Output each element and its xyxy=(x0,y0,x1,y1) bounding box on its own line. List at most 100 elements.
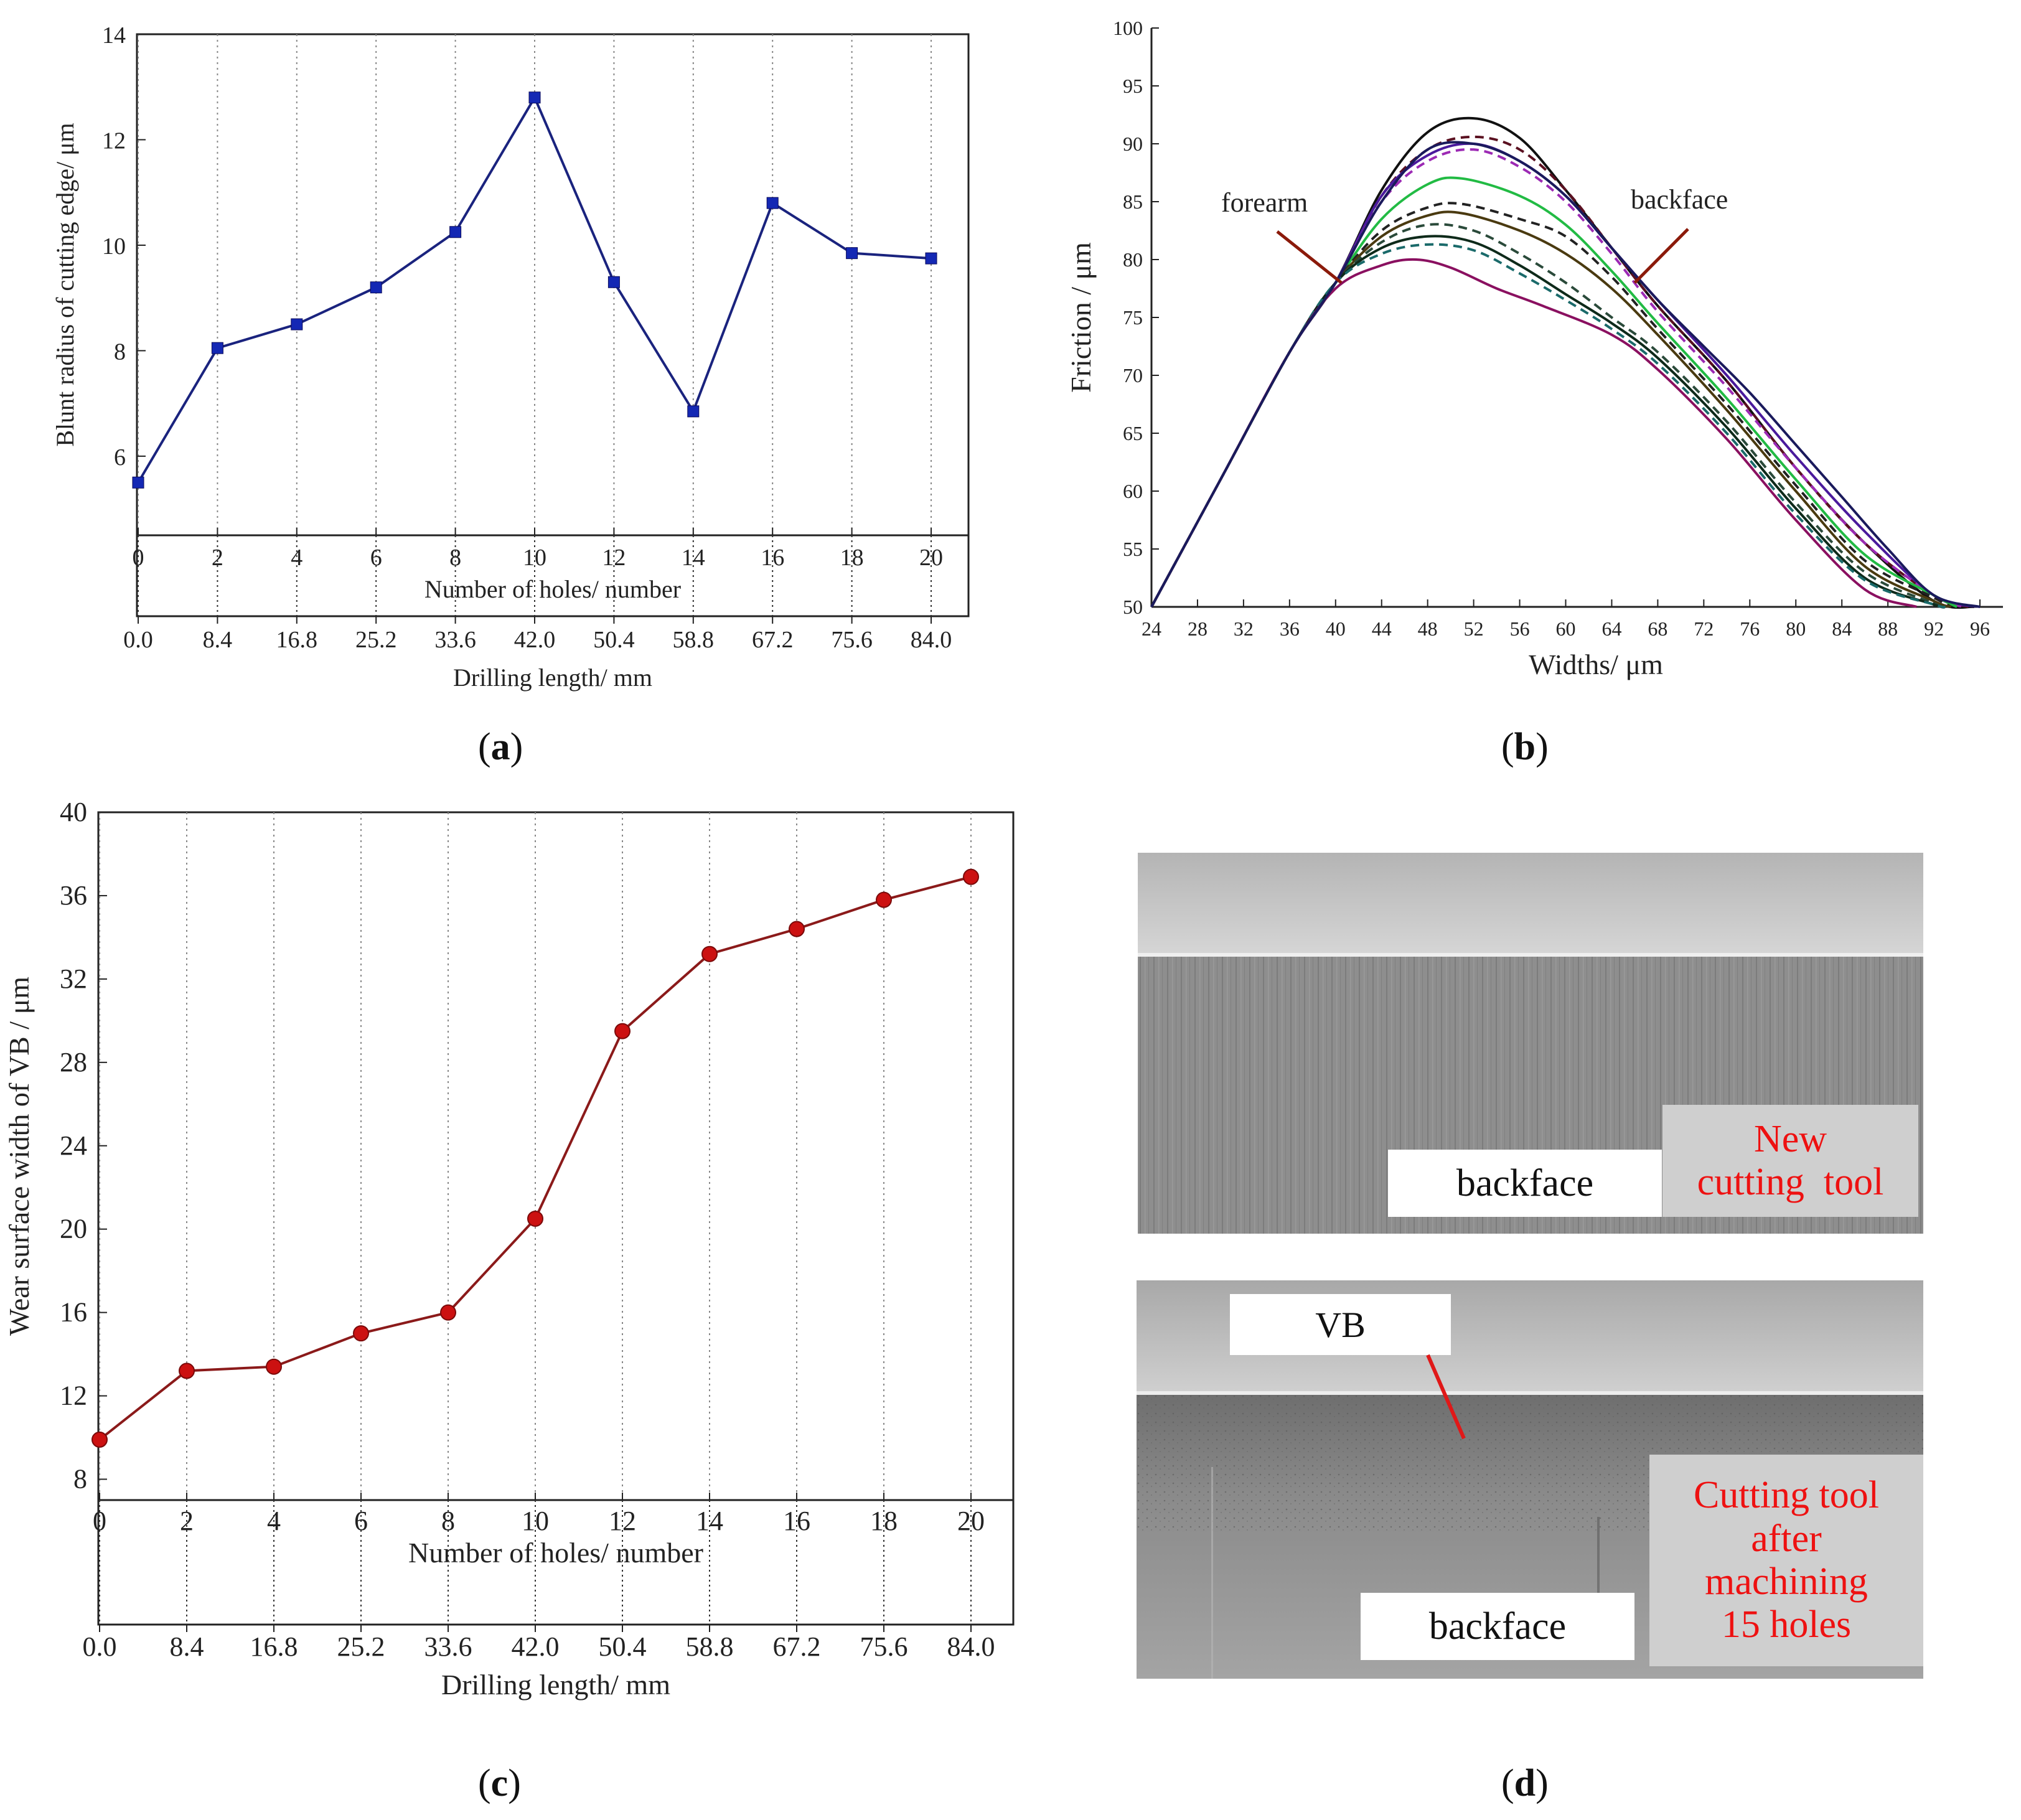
chart-c-ylabel: Wear surface width of VB / μm xyxy=(3,977,35,1336)
chart-c-point-1 xyxy=(179,1363,195,1379)
backface-label-top: backface xyxy=(1388,1150,1662,1217)
panel-letter-c: c xyxy=(490,1762,509,1804)
chart-c-xtick-label-7: 14 xyxy=(696,1506,723,1536)
chart-a-point-4 xyxy=(449,226,462,238)
new-tool-tag-line-2: cutting tool xyxy=(1697,1161,1884,1203)
chart-b-ytick-label-4: 70 xyxy=(1123,364,1143,387)
chart-c-x2tick-label-10: 84.0 xyxy=(947,1631,995,1662)
chart-b-xtick-label-9: 60 xyxy=(1556,617,1576,640)
panel-letter-d: d xyxy=(1514,1762,1536,1804)
chart-c-ytick-label-4: 24 xyxy=(60,1130,87,1161)
chart-c-xtick-label-8: 16 xyxy=(783,1506,810,1536)
chart-b-xtick-label-17: 92 xyxy=(1924,617,1944,640)
chart-c-point-3 xyxy=(353,1325,369,1342)
chart-c-ytick-label-2: 16 xyxy=(60,1297,87,1328)
chart-b-ytick-label-0: 50 xyxy=(1123,596,1143,618)
chart-a-ytick-label-1: 8 xyxy=(114,339,126,365)
chart-b-arrow-backface xyxy=(1633,228,1689,284)
chart-b-ytick-label-2: 60 xyxy=(1123,480,1143,502)
chart-c-ytick-label-5: 28 xyxy=(60,1047,87,1077)
chart-b-series-12 xyxy=(1150,141,1981,608)
chart-a-xtick-label-9: 18 xyxy=(840,545,864,571)
chart-b-ytick-label-9: 95 xyxy=(1123,75,1143,97)
chart-b-ytick-label-7: 85 xyxy=(1123,190,1143,213)
chart-a-point-5 xyxy=(528,91,541,104)
chart-b-xtick-label-15: 84 xyxy=(1832,617,1852,640)
chart-a-point-10 xyxy=(925,252,937,265)
panel-label-a: (a) xyxy=(478,726,523,768)
panel-letter-a: a xyxy=(490,726,510,768)
chart-c-point-6 xyxy=(614,1023,631,1039)
chart-b-series-8 xyxy=(1150,223,1946,609)
chart-a-xtick-label-6: 12 xyxy=(602,545,626,571)
chart-a-x2tick-label-7: 58.8 xyxy=(673,627,715,653)
chart-a-xtick-label-8: 16 xyxy=(761,545,784,571)
chart-b-series-5 xyxy=(1150,176,1958,608)
worn-tool-tag-line-4: 15 holes xyxy=(1721,1603,1852,1646)
chart-a-ytick-label-4: 14 xyxy=(102,22,126,49)
chart-a-ylabel: Blunt radius of cutting edge/ μm xyxy=(51,123,79,446)
chart-c-point-4 xyxy=(440,1304,456,1321)
new-tool-tag-line-1: New xyxy=(1753,1117,1827,1160)
chart-a-xtick-label-1: 2 xyxy=(212,545,223,571)
chart-c-x2tick-label-7: 58.8 xyxy=(686,1631,734,1662)
chart-b-xtick-label-4: 40 xyxy=(1326,617,1346,640)
chart-a-x2label: Drilling length/ mm xyxy=(453,664,652,692)
backface-label-bottom: backface xyxy=(1361,1593,1634,1660)
chart-a-frame xyxy=(136,33,970,617)
chart-a-x2tick-label-8: 67.2 xyxy=(752,627,794,653)
chart-a-point-7 xyxy=(687,405,700,418)
sem-photo-new-tool: backface New cutting tool xyxy=(1138,853,1923,1234)
panel-label-d: (d) xyxy=(1501,1762,1549,1804)
chart-c-point-7 xyxy=(701,945,718,962)
chart-b-xtick-label-0: 24 xyxy=(1142,617,1161,640)
chart-c-x2tick-label-0: 0.0 xyxy=(83,1631,117,1662)
chart-b-xtick-label-16: 88 xyxy=(1878,617,1898,640)
chart-c-xlabel: Number of holes/ number xyxy=(408,1537,703,1569)
chart-a-x2tick-label-0: 0.0 xyxy=(123,627,153,653)
chart-a-ytick-label-0: 6 xyxy=(114,444,126,471)
chart-a-x2tick-label-10: 84.0 xyxy=(911,627,952,653)
chart-c-ytick-label-6: 32 xyxy=(60,964,87,994)
chart-c-xtick-label-3: 6 xyxy=(354,1506,368,1536)
chart-b-xtick-label-6: 48 xyxy=(1418,617,1438,640)
chart-a-series-line xyxy=(137,95,932,484)
chart-a-xtick-label-2: 4 xyxy=(291,545,302,571)
panel-letter-b: b xyxy=(1514,726,1536,768)
chart-a-xtick-label-10: 20 xyxy=(919,545,943,571)
chart-b-xlabel: Widths/ μm xyxy=(1529,649,1663,680)
chart-b-xtick-label-12: 72 xyxy=(1694,617,1714,640)
chart-c-xtick-label-1: 2 xyxy=(180,1506,194,1536)
chart-a-x2tick-label-1: 8.4 xyxy=(203,627,233,653)
chart-b-series-6 xyxy=(1150,202,1952,608)
chart-c-ytick-label-3: 20 xyxy=(60,1214,87,1244)
chart-c-x2tick-label-6: 50.4 xyxy=(599,1631,647,1662)
chart-a-point-9 xyxy=(846,247,858,260)
chart-c-point-8 xyxy=(789,921,805,937)
vb-callout-label: VB xyxy=(1230,1294,1451,1355)
chart-c-x2tick-label-8: 67.2 xyxy=(773,1631,821,1662)
chart-c-point-2 xyxy=(266,1358,282,1375)
chart-a-x2tick-label-9: 75.6 xyxy=(831,627,873,653)
chart-c-x2tick-label-2: 16.8 xyxy=(250,1631,298,1662)
chart-b-ytick-label-8: 90 xyxy=(1123,133,1143,155)
panel-label-c: (c) xyxy=(478,1762,521,1804)
chart-a-point-8 xyxy=(766,197,779,209)
chart-a-xtick-label-5: 10 xyxy=(523,545,546,571)
panel-label-b: (b) xyxy=(1501,726,1549,768)
chart-c-ytick-label-8: 40 xyxy=(60,797,87,827)
chart-a-x2tick-label-2: 16.8 xyxy=(276,627,318,653)
vb-pointer-line xyxy=(1426,1354,1466,1440)
chart-b-ytick-label-6: 80 xyxy=(1123,248,1143,271)
chart-a-x2tick-label-3: 25.2 xyxy=(355,627,397,653)
chart-c-point-0 xyxy=(91,1431,108,1448)
chart-a-point-0 xyxy=(132,476,144,489)
chart-b-arrow-forearm xyxy=(1276,230,1343,284)
worn-tool-tag-line-2: after xyxy=(1751,1517,1822,1560)
chart-c-ytick-label-1: 12 xyxy=(60,1381,87,1411)
chart-a-point-3 xyxy=(370,281,382,294)
chart-c-x2tick-label-1: 8.4 xyxy=(170,1631,204,1662)
chart-b-annotation-backface: backface xyxy=(1631,184,1728,215)
new-tool-tag: New cutting tool xyxy=(1662,1105,1918,1217)
